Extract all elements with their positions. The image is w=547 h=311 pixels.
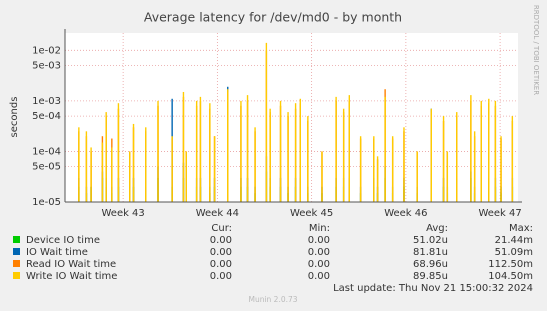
side-text: RRDTOOL / TOBI OETIKER [532, 5, 540, 95]
y-tick-label: 1e-02 [32, 45, 61, 56]
legend-value: 81.81u [413, 247, 448, 258]
legend-header: Min: [309, 223, 330, 234]
y-tick-label: 1e-04 [32, 146, 61, 157]
y-tick-label: 5e-03 [32, 61, 61, 72]
legend-label: Read IO Wait time [26, 259, 116, 270]
x-tick-label: Week 44 [196, 208, 239, 219]
y-tick-label: 5e-04 [32, 111, 61, 122]
legend-value: 0.00 [210, 259, 232, 270]
y-tick-label: 1e-03 [32, 96, 61, 107]
x-tick-label: Week 45 [290, 208, 333, 219]
legend-value: 0.00 [308, 247, 330, 258]
footer: Munin 2.0.73 [248, 295, 297, 304]
x-tick-label: Week 46 [384, 208, 427, 219]
legend-value: 0.00 [308, 235, 330, 246]
y-axis-label: seconds [9, 97, 20, 138]
legend-header: Cur: [211, 223, 232, 234]
legend-value: 0.00 [308, 271, 330, 282]
legend-swatch [13, 260, 20, 267]
legend-swatch [13, 272, 20, 279]
y-tick-label: 5e-05 [32, 162, 61, 173]
legend-value: 21.44m [495, 235, 533, 246]
chart-title: Average latency for /dev/md0 - by month [144, 10, 402, 25]
legend-value: 112.50m [488, 259, 533, 270]
legend-label: IO Wait time [26, 247, 88, 258]
legend-value: 0.00 [210, 271, 232, 282]
legend-value: 0.00 [308, 259, 330, 270]
y-tick-label: 1e-05 [32, 197, 61, 208]
x-tick-label: Week 43 [101, 208, 144, 219]
plot-area [65, 33, 518, 202]
legend-header: Max: [509, 223, 533, 234]
legend-header: Avg: [426, 223, 448, 234]
legend-swatch [13, 248, 20, 255]
legend-value: 68.96u [413, 259, 448, 270]
legend-swatch [13, 236, 20, 243]
legend-value: 104.50m [488, 271, 533, 282]
x-tick-label: Week 47 [478, 208, 521, 219]
legend-value: 0.00 [210, 235, 232, 246]
last-update: Last update: Thu Nov 21 15:00:32 2024 [333, 283, 533, 294]
legend-value: 51.02u [413, 235, 448, 246]
legend-value: 51.09m [495, 247, 533, 258]
legend-value: 0.00 [210, 247, 232, 258]
legend-value: 89.85u [413, 271, 448, 282]
legend-label: Device IO time [26, 235, 100, 246]
legend-label: Write IO Wait time [26, 271, 117, 282]
